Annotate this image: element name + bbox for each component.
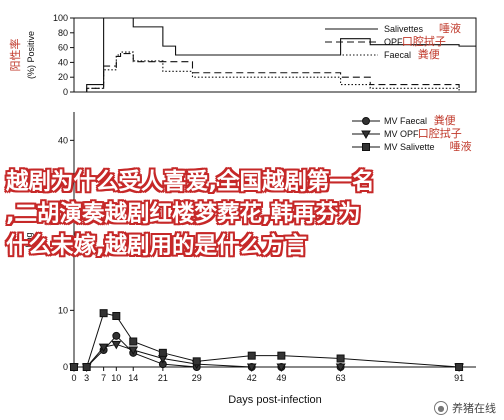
data-point (99, 309, 108, 318)
bottom-x-tick-label: 29 (192, 373, 202, 383)
top-legend-label-cn: 口腔拭子 (402, 34, 446, 48)
bottom-x-tick-label: 14 (128, 373, 138, 383)
data-point (70, 363, 78, 371)
top-y-tick-label: 100 (53, 13, 68, 23)
top-legend-label-cn: 粪便 (418, 47, 440, 61)
overlay-title-line-3: 什么未嫁,越剧用的是什么方言 (6, 233, 308, 259)
top-plot-frame (73, 17, 477, 93)
data-point (98, 343, 109, 353)
bottom-x-tick-label: 21 (158, 373, 168, 383)
top-y-tick-label: 0 (63, 87, 68, 97)
top-legend-label: OPF (384, 37, 403, 47)
data-point (112, 331, 121, 340)
data-point (111, 340, 122, 350)
top-panel: 0 20 40 60 80 100 (%) Positive 阳性率 Salivettes 唾液 O… (8, 13, 477, 97)
bottom-legend-label-cn: 唾液 (450, 139, 472, 153)
data-point (277, 351, 286, 360)
bottom-x-tick-label: 91 (454, 373, 464, 383)
data-point (128, 346, 139, 356)
wechat-icon: ● (434, 401, 448, 415)
bottom-x-tick-label: 63 (336, 373, 346, 383)
data-point (129, 337, 138, 346)
bottom-legend-label-cn: 口腔拭子 (418, 126, 462, 140)
data-point (82, 363, 91, 371)
top-series-faecal (74, 51, 476, 93)
bottom-y-tick-label: 0 (63, 362, 68, 372)
data-point (335, 363, 346, 373)
overlay-title-line-2: ,二胡演奏越剧红楼梦葬花,韩再芬为 (6, 201, 361, 227)
data-point (361, 130, 371, 140)
bottom-x-tick-label: 42 (247, 373, 257, 383)
top-legend-label: Salivettes (384, 24, 424, 34)
data-point (362, 117, 370, 125)
top-y-axis-label-cn: 阳性率 (8, 39, 22, 72)
bottom-x-axis-label: Days post-infection (228, 394, 322, 406)
watermark: ● 养猪在线 (434, 400, 496, 416)
overlay-title-line-1: 越剧为什么受人喜爱,全国越剧第一名 (6, 169, 375, 195)
bottom-x-tick-label: 0 (71, 373, 76, 383)
bottom-legend-label: MV Salivette (384, 142, 435, 152)
bottom-y-tick-label: 40 (58, 135, 68, 145)
top-y-tick-label: 20 (58, 72, 68, 82)
watermark-text: 养猪在线 (452, 402, 496, 415)
data-point (192, 357, 201, 366)
bottom-x-tick-label: 3 (84, 373, 89, 383)
top-legend-label: Faecal (384, 50, 411, 60)
top-y-tick-label: 80 (58, 28, 68, 38)
top-legend-label-cn: 唾液 (439, 21, 461, 35)
bottom-x-tick-label: 10 (111, 373, 121, 383)
data-point (362, 143, 370, 151)
bottom-legend-label: MV OPF (384, 129, 419, 139)
top-y-tick-label: 60 (58, 43, 68, 53)
overlay-title: 越剧为什么受人喜爱,全国越剧第一名 ,二胡演奏越剧红楼梦葬花,韩再芬为 什么未嫁… (6, 166, 500, 262)
data-point (276, 363, 287, 373)
bottom-legend-label-cn: 粪便 (434, 113, 456, 127)
data-point (246, 363, 257, 373)
bottom-y-axis-label: Log (24, 232, 34, 247)
data-point (455, 363, 464, 371)
data-point (336, 354, 345, 363)
bottom-x-tick-label: 7 (101, 373, 106, 383)
data-point (247, 351, 256, 360)
top-y-tick-label: 40 (58, 57, 68, 67)
bottom-legend-label: MV Faecal (384, 116, 427, 126)
bottom-y-tick-label: 10 (58, 305, 68, 315)
top-series-opf (74, 52, 476, 93)
bottom-x-tick-label: 49 (276, 373, 286, 383)
data-point (158, 348, 167, 357)
data-point (112, 312, 121, 320)
top-y-axis-label: (%) Positive (26, 31, 36, 79)
